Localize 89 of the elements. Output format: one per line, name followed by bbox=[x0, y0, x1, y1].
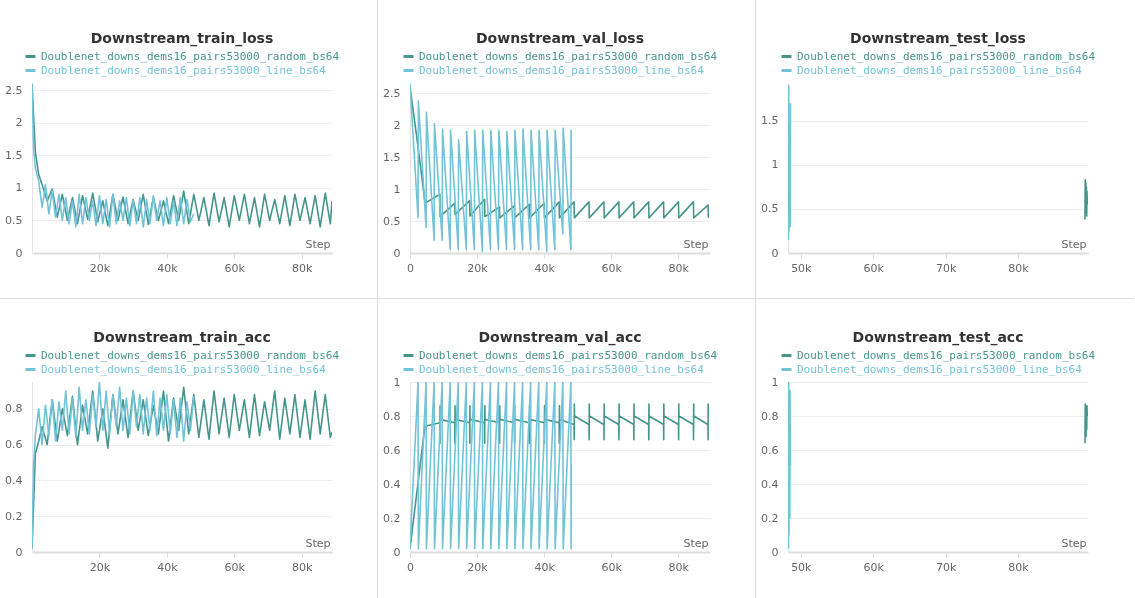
y-tick-label: 0.6 bbox=[383, 443, 401, 457]
y-tick-label: 0 bbox=[393, 246, 401, 260]
legend-label: Doublenet_downs_dems16_pairs53000_line_bs64 bbox=[41, 362, 327, 376]
x-tick-label: 60k bbox=[601, 261, 623, 275]
x-tick-label: 50k bbox=[791, 261, 813, 275]
chart-title: Downstream_val_loss bbox=[475, 30, 645, 47]
chart-title: Downstream_train_acc bbox=[93, 329, 271, 346]
y-tick-label: 0.2 bbox=[761, 511, 779, 525]
x-tick-label: 40k bbox=[157, 261, 179, 275]
y-tick-label: 0.8 bbox=[5, 402, 23, 416]
line-series bbox=[1084, 403, 1088, 444]
y-tick-label: 0.4 bbox=[5, 473, 23, 487]
legend-label: Doublenet_downs_dems16_pairs53000_line_bs64 bbox=[419, 362, 705, 376]
y-tick-label: 0 bbox=[393, 545, 401, 559]
y-tick-label: 0.2 bbox=[5, 509, 23, 523]
x-tick-label: 70k bbox=[935, 560, 957, 574]
y-tick-label: 0.5 bbox=[5, 213, 23, 227]
y-tick-label: 1 bbox=[393, 375, 401, 389]
line-series bbox=[410, 83, 573, 253]
x-tick-label: 40k bbox=[534, 261, 556, 275]
x-tick-label: 20k bbox=[89, 560, 111, 574]
line-series bbox=[32, 382, 195, 550]
x-tick-label: 70k bbox=[935, 261, 957, 275]
x-tick-label: 20k bbox=[467, 261, 489, 275]
line-series bbox=[32, 83, 195, 228]
legend-label: Doublenet_downs_dems16_pairs53000_line_bs64 bbox=[797, 362, 1083, 376]
x-tick-label: 0 bbox=[407, 560, 414, 574]
y-tick-label: 1.5 bbox=[761, 114, 779, 128]
legend-label: Doublenet_downs_dems16_pairs53000_random_bs64 bbox=[797, 49, 1096, 63]
y-tick-label: 0.4 bbox=[761, 477, 779, 491]
y-tick-label: 2.5 bbox=[5, 83, 23, 97]
x-tick-label: 80k bbox=[668, 261, 690, 275]
legend-label: Doublenet_downs_dems16_pairs53000_random_bs64 bbox=[41, 348, 340, 362]
x-tick-label: 60k bbox=[224, 560, 246, 574]
y-tick-label: 1.5 bbox=[5, 148, 23, 162]
x-tick-label: 40k bbox=[534, 560, 556, 574]
chart-title: Downstream_test_acc bbox=[852, 329, 1024, 346]
x-tick-label: 60k bbox=[224, 261, 246, 275]
y-tick-label: 1 bbox=[393, 182, 401, 196]
y-tick-label: 0.6 bbox=[761, 443, 779, 457]
x-tick-label: 80k bbox=[291, 261, 313, 275]
y-tick-label: 1 bbox=[771, 158, 779, 172]
x-tick-label: 60k bbox=[601, 560, 623, 574]
legend-label: Doublenet_downs_dems16_pairs53000_random_bs64 bbox=[797, 348, 1096, 362]
y-tick-label: 1 bbox=[771, 375, 779, 389]
chart-title: Downstream_val_acc bbox=[478, 329, 642, 346]
y-tick-label: 0.5 bbox=[383, 214, 401, 228]
legend-label: Doublenet_downs_dems16_pairs53000_random_bs64 bbox=[419, 49, 718, 63]
x-tick-label: 20k bbox=[89, 261, 111, 275]
y-tick-label: 0 bbox=[15, 545, 23, 559]
x-tick-label: 80k bbox=[1008, 261, 1030, 275]
y-tick-label: 0 bbox=[771, 246, 779, 260]
y-tick-label: 0.5 bbox=[761, 202, 779, 216]
y-tick-label: 2 bbox=[15, 116, 23, 130]
x-tick-label: 80k bbox=[668, 560, 690, 574]
line-series bbox=[788, 84, 792, 241]
x-tick-label: 20k bbox=[467, 560, 489, 574]
y-tick-label: 0.6 bbox=[5, 438, 23, 452]
y-tick-label: 1.5 bbox=[383, 150, 401, 164]
x-axis-title: Step bbox=[305, 536, 331, 550]
y-tick-label: 0 bbox=[15, 246, 23, 260]
x-tick-label: 80k bbox=[1008, 560, 1030, 574]
line-series bbox=[1084, 179, 1088, 221]
x-tick-label: 40k bbox=[157, 560, 179, 574]
x-axis-title: Step bbox=[683, 536, 709, 550]
x-tick-label: 60k bbox=[863, 261, 885, 275]
legend-label: Doublenet_downs_dems16_pairs53000_line_bs64 bbox=[797, 63, 1083, 77]
x-tick-label: 50k bbox=[791, 560, 813, 574]
y-tick-label: 2.5 bbox=[383, 86, 401, 100]
x-axis-title: Step bbox=[683, 237, 709, 251]
legend-label: Doublenet_downs_dems16_pairs53000_line_bs64 bbox=[419, 63, 705, 77]
chart-title: Downstream_train_loss bbox=[90, 30, 274, 47]
y-tick-label: 0.8 bbox=[761, 409, 779, 423]
y-tick-label: 0 bbox=[771, 545, 779, 559]
legend-label: Doublenet_downs_dems16_pairs53000_random_bs64 bbox=[419, 348, 718, 362]
x-tick-label: 0 bbox=[407, 261, 414, 275]
x-tick-label: 80k bbox=[291, 560, 313, 574]
x-axis-title: Step bbox=[1061, 237, 1087, 251]
x-tick-label: 60k bbox=[863, 560, 885, 574]
y-tick-label: 0.2 bbox=[383, 511, 401, 525]
y-tick-label: 0.8 bbox=[383, 409, 401, 423]
x-axis-title: Step bbox=[305, 237, 331, 251]
x-axis-title: Step bbox=[1061, 536, 1087, 550]
y-tick-label: 2 bbox=[393, 118, 401, 132]
chart-title: Downstream_test_loss bbox=[850, 30, 1026, 47]
y-tick-label: 0.4 bbox=[383, 477, 401, 491]
legend-label: Doublenet_downs_dems16_pairs53000_random_bs64 bbox=[41, 49, 340, 63]
y-tick-label: 1 bbox=[15, 181, 23, 195]
legend-label: Doublenet_downs_dems16_pairs53000_line_bs64 bbox=[41, 63, 327, 77]
